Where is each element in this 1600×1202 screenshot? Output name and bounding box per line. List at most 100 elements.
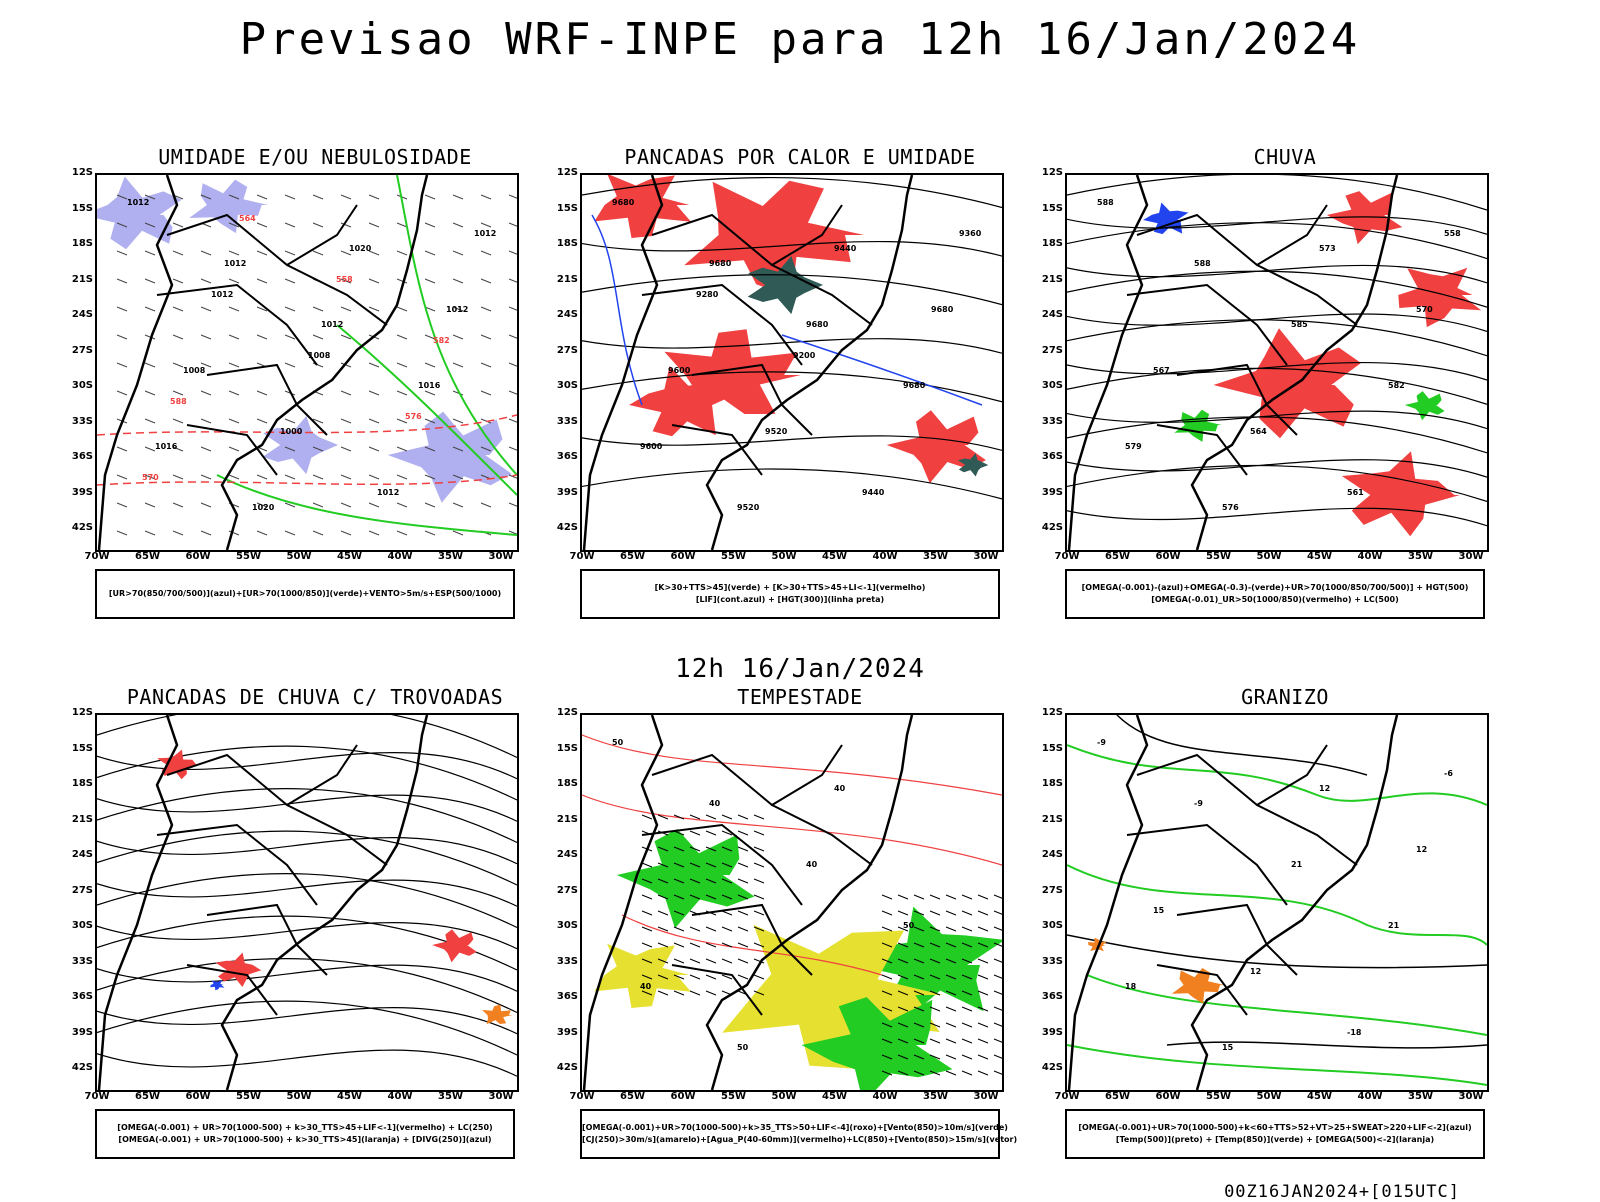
wind-vector [657,846,669,852]
wind-vector [452,474,464,480]
coastline [1067,175,1399,550]
wind-vector [657,814,669,820]
longitude-label: 50W [1256,1091,1282,1102]
wind-vector [200,362,212,368]
wind-vector [913,926,925,932]
streamline [97,830,517,886]
wind-vector [116,502,128,508]
wind-vector [228,446,240,452]
wind-vector [977,958,989,964]
legend-line: [OMEGA(-0.001)+UR>70(1000-500)+k>35_TTS>… [582,1123,1008,1132]
wind-vector [721,894,733,900]
contour-label: 1000 [280,427,303,436]
wind-vector [284,362,296,368]
wind-vector [897,1006,909,1012]
latitude-label: 21S [71,273,93,285]
wind-vector [172,362,184,368]
map-panel: CHUVA 12S 15S 18S 21S 24S 27S 30S 33S 36S 39S 42S 70… [1035,145,1535,640]
contour-label: 40 [640,982,652,991]
wind-vector [881,1054,893,1060]
legend-line: [Temp(500)](preto) + [Temp(850)](verde) … [1115,1135,1435,1144]
page-title: Previsao WRF-INPE para 12h 16/Jan/2024 [239,14,1361,65]
latitude-label: 12S [556,167,578,178]
wind-vector [256,194,268,200]
panel-legend: [OMEGA(-0.001)+UR>70(1000-500)+k>35_TTS>… [580,1109,1017,1159]
longitude-label: 30W [1458,551,1484,562]
wind-vector [673,990,685,996]
contour-label: -18 [1347,1028,1362,1037]
humidity-area [189,179,269,234]
wind-vector [256,334,268,340]
wind-vector [424,194,436,200]
wind-vector [480,446,492,452]
map-canvas: 1012 1012 1012 1016 1016 1020 1020 1012 1008 1000… [95,173,519,552]
wind-vector [256,222,268,228]
wind-vector [641,942,653,948]
wind-vector [913,910,925,916]
map-panel: GRANIZO 12S 15S 18S 21S 24S 27S 30S 33S 36S 39S 42S… [1035,685,1535,1180]
longitude-label: 70W [84,1091,110,1102]
map-canvas [95,713,519,1092]
humidity-area [262,416,339,475]
latitude-label: 33S [71,415,93,427]
wind-vector [913,1022,925,1028]
rain-area [1398,267,1482,328]
wind-vector [929,894,941,900]
contour-label: 1012 [474,229,496,238]
wind-vector [977,1038,989,1044]
wind-vector [673,846,685,852]
wind-vector [144,530,156,536]
wind-vector [284,418,296,424]
wind-vector [284,306,296,312]
streamline [97,837,517,865]
longitude-label: 35W [923,551,948,562]
streamline [1067,416,1487,454]
longitude-label: 55W [1206,1091,1231,1102]
wind-vector [312,446,324,452]
longitude-label: 50W [286,551,312,562]
wind-vector [929,1038,941,1044]
red-contour [97,414,517,486]
wind-vector [228,390,240,396]
wind-vector [200,390,212,396]
longitude-label: 45W [1307,1091,1332,1102]
wind-vector [897,974,909,980]
wind-vector [284,502,296,508]
contour-label: 15 [1153,906,1165,915]
coastline [582,715,914,1090]
wind-vector [368,418,380,424]
streamline [97,1007,517,1035]
wind-vector [945,1038,957,1044]
wind-vector [673,974,685,980]
wind-vector [737,910,749,916]
wind-vector [977,990,989,996]
latitude-label: 27S [71,344,93,356]
wind-vector [200,334,212,340]
wind-vector [312,222,324,228]
contour-label: 1016 [418,381,441,390]
longitude-label: 35W [438,1091,463,1102]
wind-vector [116,530,128,536]
wind-vector [396,362,408,368]
contour-label: 1008 [308,351,331,360]
wind-vector [424,306,436,312]
wind-vector [172,418,184,424]
country-borders [1126,744,1358,1016]
longitude-label: 30W [488,551,514,562]
streamline [582,338,1002,354]
wind-vector [256,390,268,396]
contour-label: 576 [1222,503,1239,512]
wind-vector [641,990,653,996]
instability-area [629,366,730,437]
wind-vector [340,446,352,452]
streamline [1067,175,1487,211]
wind-vector [689,814,701,820]
latitude-label: 24S [556,849,578,860]
latitude-label: 30S [71,920,93,931]
contour-label: 564 [239,214,256,223]
wind-vector [200,474,212,480]
latitude-label: 42S [1041,522,1063,533]
streamline [1067,222,1487,260]
wind-vector [689,878,701,884]
coastline [97,175,429,550]
